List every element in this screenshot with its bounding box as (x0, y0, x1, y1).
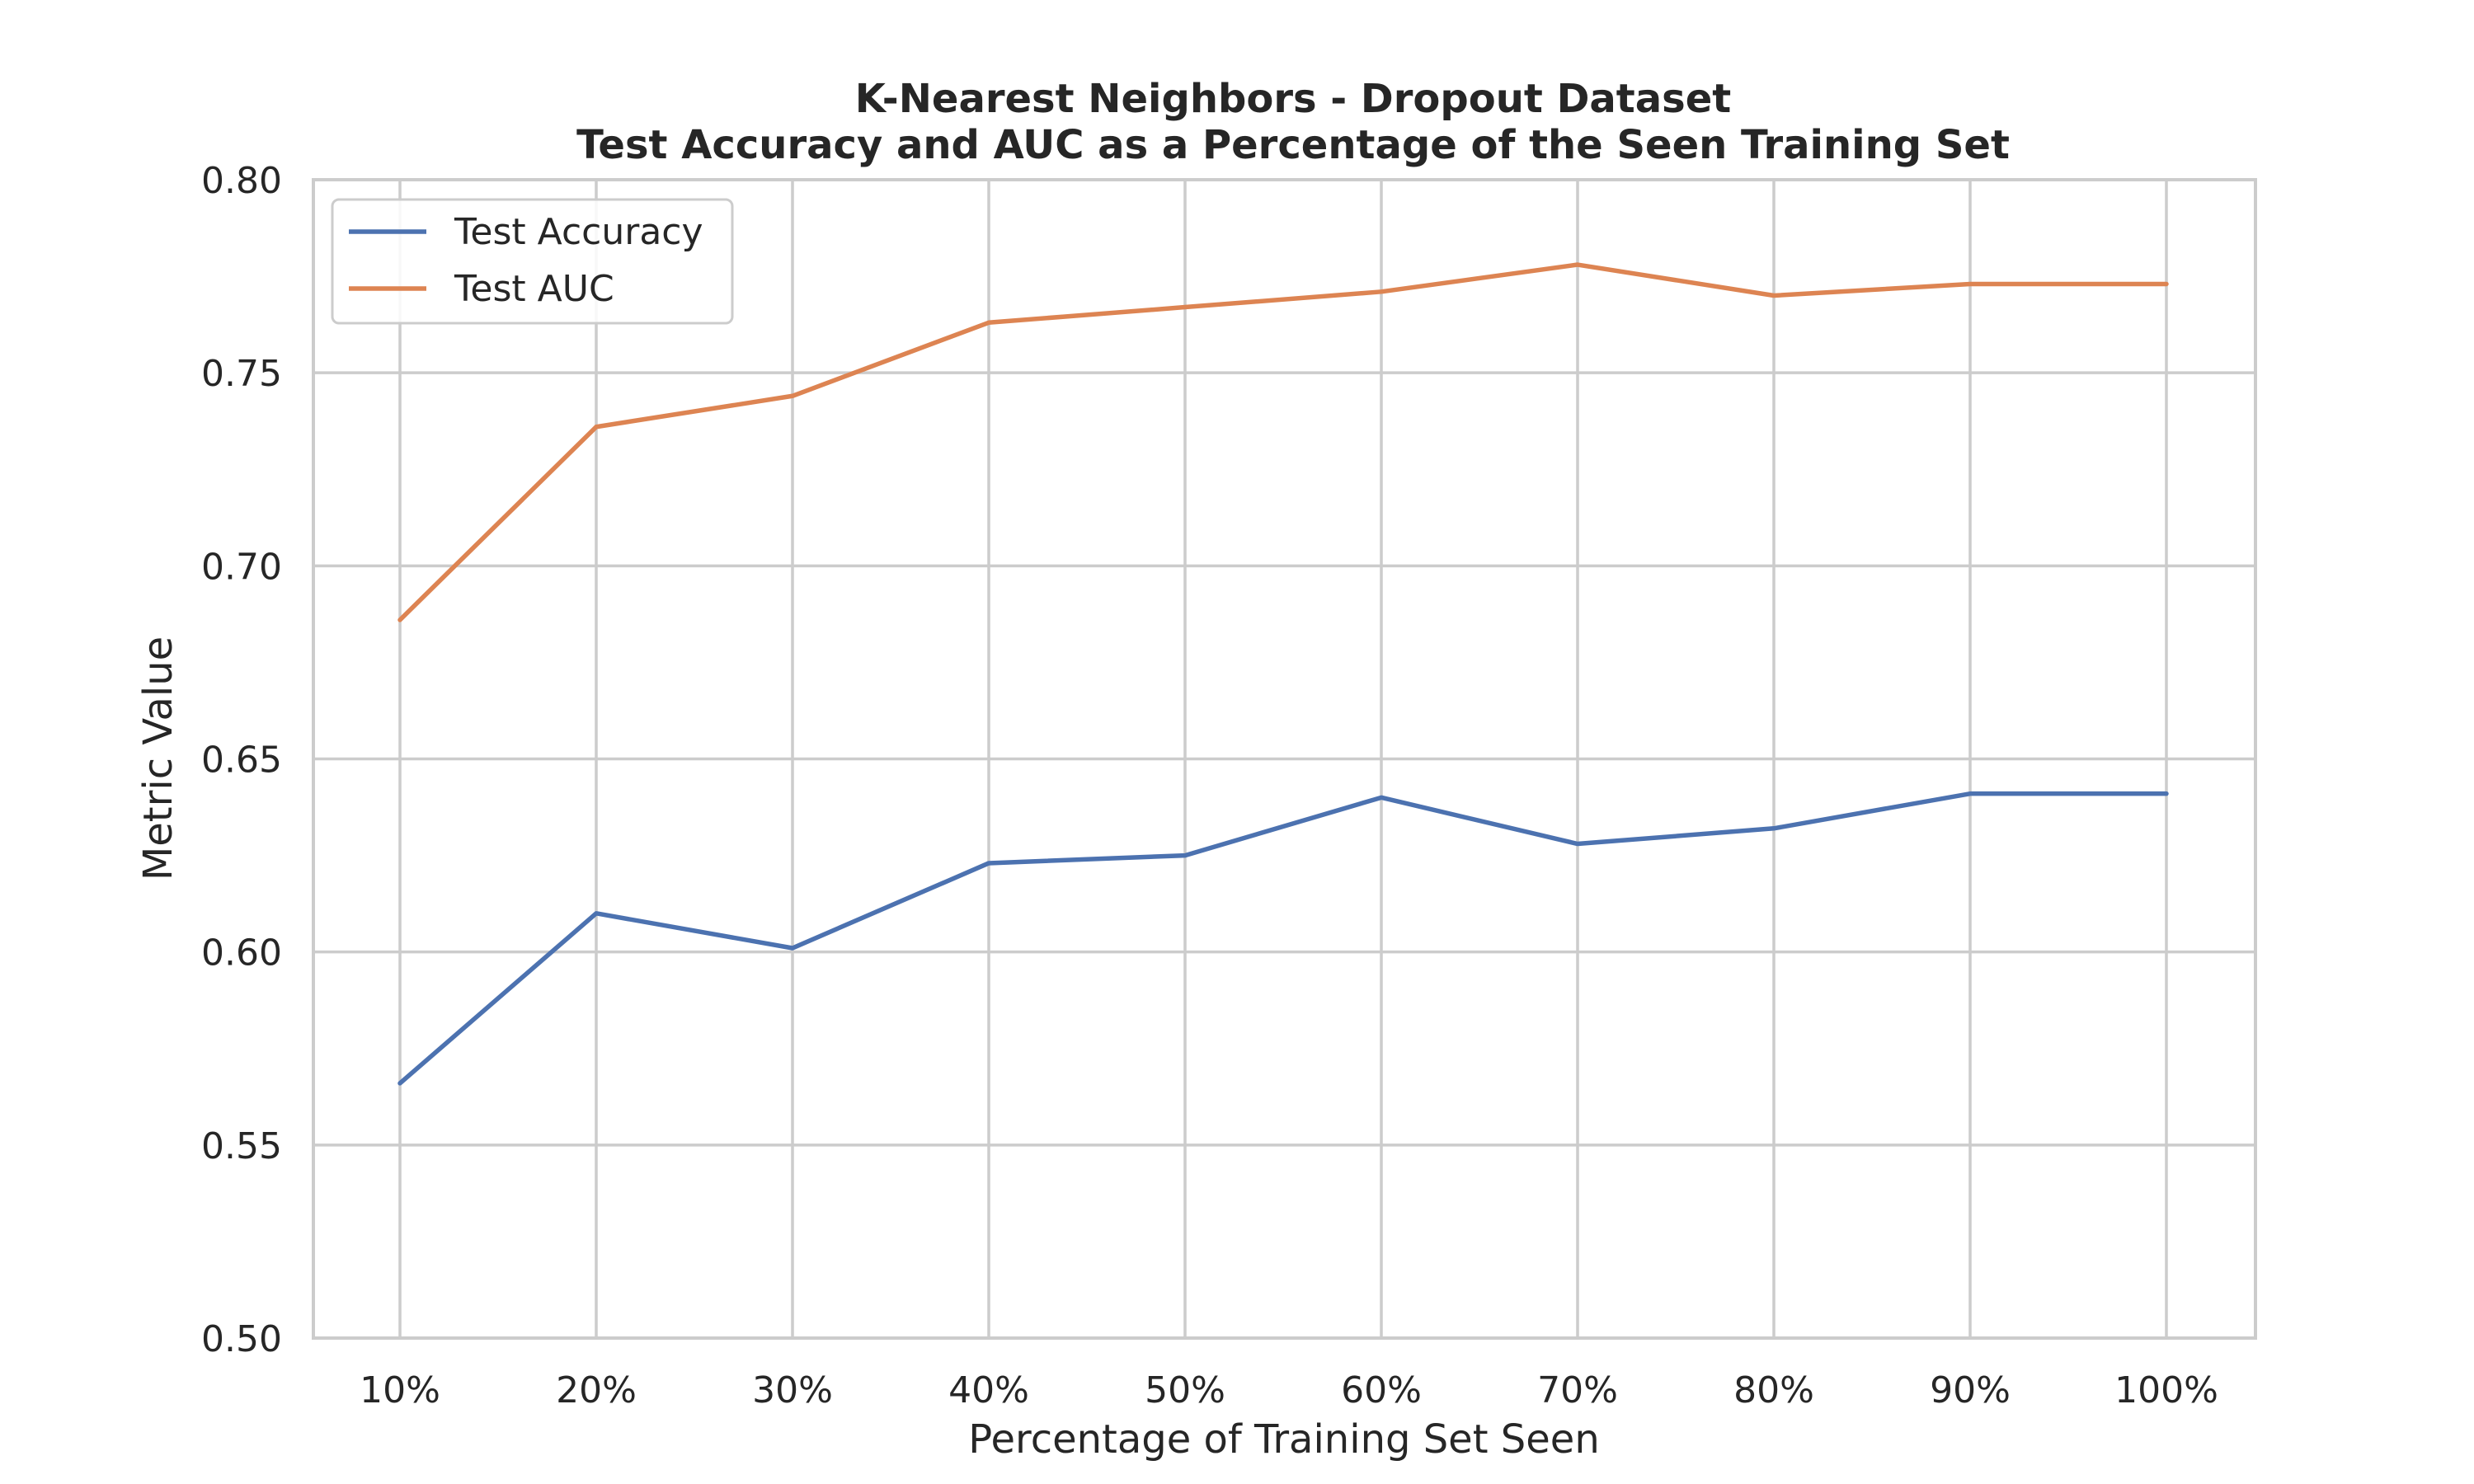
series-lines (397, 262, 2169, 1086)
x-tick-label: 50% (1145, 1369, 1225, 1411)
y-tick-label: 0.65 (201, 740, 282, 782)
y-tick-label: 0.55 (201, 1125, 282, 1167)
y-tick-label: 0.60 (201, 932, 282, 974)
legend: Test Accuracy Test AUC (331, 198, 734, 325)
legend-label-test-accuracy: Test Accuracy (454, 211, 703, 253)
y-tick-label: 0.75 (201, 353, 282, 395)
x-axis-ticks: 10% 20% 30% 40% 50% 60% 70% 80% 90% 100% (360, 1369, 2218, 1411)
x-tick-label: 20% (556, 1369, 637, 1411)
plot-frame (312, 178, 2257, 1340)
y-axis-label: Metric Value (135, 636, 181, 881)
x-tick-label: 90% (1930, 1369, 2011, 1411)
y-tick-label: 0.50 (201, 1318, 282, 1360)
series-line-test-accuracy (397, 791, 2169, 1086)
grid (313, 178, 2255, 1340)
legend-box (331, 198, 734, 325)
legend-label-test-auc: Test AUC (454, 268, 614, 310)
x-tick-label: 30% (752, 1369, 833, 1411)
x-axis-label: Percentage of Training Set Seen (968, 1416, 1600, 1463)
y-tick-label: 0.80 (201, 160, 282, 202)
chart-title: K-Nearest Neighbors - Dropout Dataset (855, 76, 1731, 122)
series-line-test-auc (397, 262, 2169, 622)
x-tick-label: 10% (360, 1369, 440, 1411)
chart-subtitle: Test Accuracy and AUC as a Percentage of… (576, 122, 2010, 168)
x-tick-label: 40% (948, 1369, 1029, 1411)
y-tick-label: 0.70 (201, 546, 282, 588)
x-tick-label: 60% (1341, 1369, 1422, 1411)
x-tick-label: 80% (1733, 1369, 1814, 1411)
y-axis-ticks: 0.50 0.55 0.60 0.65 0.70 0.75 0.80 (201, 160, 282, 1360)
x-tick-label: 100% (2114, 1369, 2218, 1411)
x-tick-label: 70% (1537, 1369, 1618, 1411)
